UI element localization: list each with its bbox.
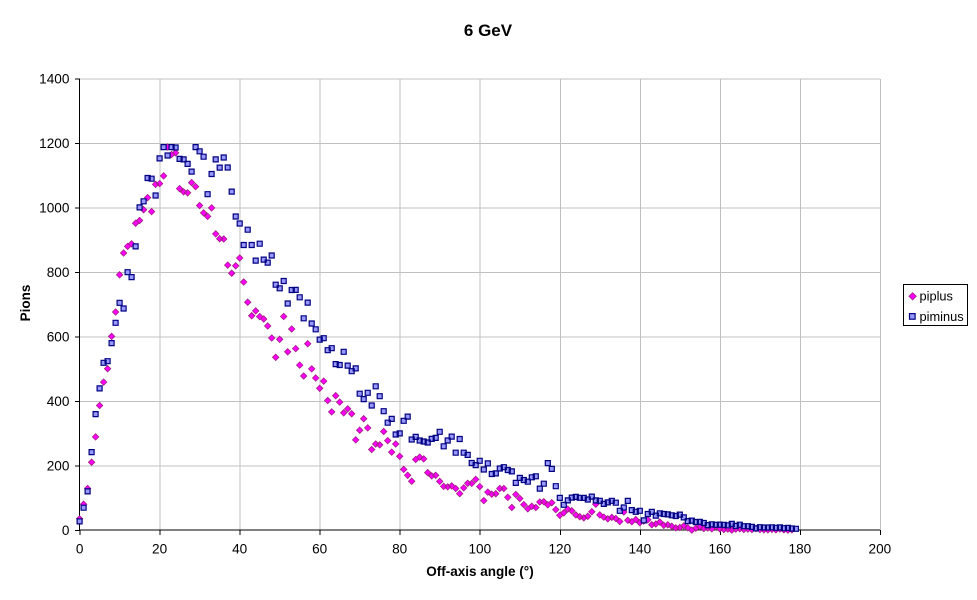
svg-text:40: 40	[232, 542, 248, 557]
svg-text:100: 100	[468, 542, 491, 557]
svg-text:140: 140	[628, 542, 651, 557]
svg-text:20: 20	[152, 542, 168, 557]
svg-text:Pions: Pions	[18, 285, 33, 322]
svg-text:400: 400	[47, 394, 70, 409]
svg-text:0: 0	[62, 523, 70, 538]
svg-text:1200: 1200	[39, 136, 70, 151]
svg-text:piplus: piplus	[920, 289, 953, 304]
svg-text:piminus: piminus	[920, 309, 964, 324]
svg-text:200: 200	[869, 542, 892, 557]
svg-text:0: 0	[76, 542, 84, 557]
svg-text:180: 180	[789, 542, 812, 557]
svg-text:160: 160	[708, 542, 731, 557]
svg-text:600: 600	[47, 330, 70, 345]
svg-text:Off-axis angle (°): Off-axis angle (°)	[426, 564, 533, 579]
svg-text:800: 800	[47, 265, 70, 280]
svg-text:200: 200	[47, 459, 70, 474]
svg-text:60: 60	[312, 542, 328, 557]
svg-text:6 GeV: 6 GeV	[464, 21, 513, 40]
svg-text:1000: 1000	[39, 201, 70, 216]
svg-text:120: 120	[548, 542, 571, 557]
svg-text:80: 80	[392, 542, 408, 557]
svg-text:1400: 1400	[39, 72, 70, 87]
